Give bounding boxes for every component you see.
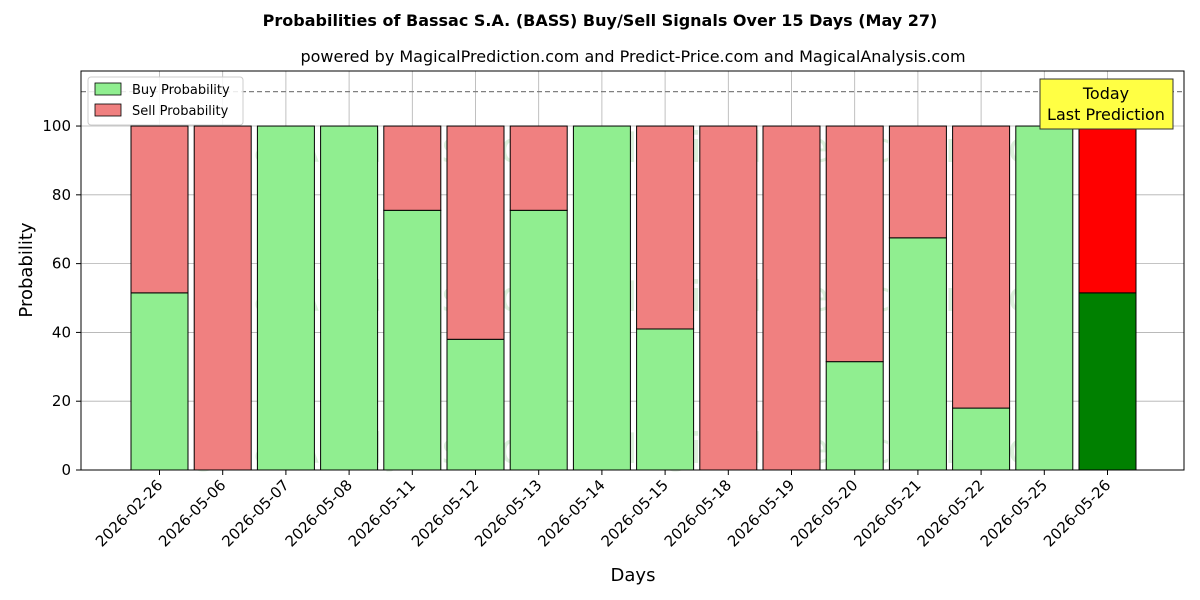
buy-bar [1078,292,1137,471]
buy-bar [636,328,695,471]
buy-bar [256,125,315,471]
sell-bar [446,125,505,340]
y-tick-label: 80 [52,186,71,204]
sell-bar [699,125,758,471]
x-tick-label: 2026-05-18 [661,476,735,550]
sell-bar [825,125,884,363]
today-line2: Last Prediction [1047,105,1165,124]
buy-bar [130,292,189,471]
x-tick-label: 2026-05-21 [850,476,924,550]
sell-bar [193,125,252,471]
buy-bar [320,125,379,471]
x-axis-label: Days [611,565,656,586]
x-tick-label: 2026-05-26 [1040,476,1114,550]
buy-bar [572,125,631,471]
x-tick-label: 2026-05-11 [345,476,419,550]
legend-buy-label: Buy Probability [132,83,230,98]
x-tick-label: 2026-05-19 [724,476,798,550]
buy-bar [1015,125,1074,471]
x-tick-label: 2026-05-12 [408,476,482,550]
x-tick-label: 2026-05-07 [218,476,292,550]
x-tick-label: 2026-05-08 [282,476,356,550]
legend: Buy Probability Sell Probability [87,76,244,126]
legend-sell-swatch [94,103,122,117]
x-tick-label: 2026-05-20 [787,476,861,550]
today-line1: Today [1082,84,1129,103]
buy-bar [383,209,442,471]
x-tick-label: 2026-02-26 [92,476,166,550]
y-tick-label: 60 [52,255,71,273]
chart-title: Probabilities of Bassac S.A. (BASS) Buy/… [263,11,938,30]
buy-bar [825,361,884,471]
buy-bar [952,407,1011,471]
y-tick-label: 0 [61,461,71,479]
plot-frame [80,70,1185,471]
y-tick-label: 40 [52,323,71,341]
x-tick-label: 2026-05-15 [598,476,672,550]
x-tick-label: 2026-05-25 [977,476,1051,550]
today-annotation: Today Last Prediction [1039,78,1174,130]
legend-box [87,76,244,126]
sell-bar [888,125,947,239]
buy-bar [446,338,505,471]
x-tick-label: 2026-05-13 [471,476,545,550]
bars [130,125,1137,471]
y-tick-label: 100 [42,117,71,135]
today-box [1039,78,1174,130]
sell-bar [636,125,695,330]
sell-bar [762,125,821,471]
buy-bar [509,209,568,471]
x-tick-label: 2026-05-14 [534,476,608,550]
legend-buy-swatch [94,82,122,96]
sell-bar [1078,125,1137,294]
x-ticks: 2026-02-262026-05-062026-05-072026-05-08… [92,470,1114,550]
sell-bar [383,125,442,211]
y-ticks: 0 20 40 60 80 100 [42,117,81,479]
sell-bar [952,125,1011,409]
chart-subtitle: powered by MagicalPrediction.com and Pre… [300,47,965,66]
sell-bar [130,125,189,294]
legend-sell-label: Sell Probability [132,104,229,119]
buy-bar [888,237,947,471]
sell-bar [509,125,568,211]
x-tick-label: 2026-05-22 [914,476,988,550]
y-tick-label: 20 [52,392,71,410]
y-axis-label: Probability [16,222,37,317]
x-tick-label: 2026-05-06 [155,476,229,550]
